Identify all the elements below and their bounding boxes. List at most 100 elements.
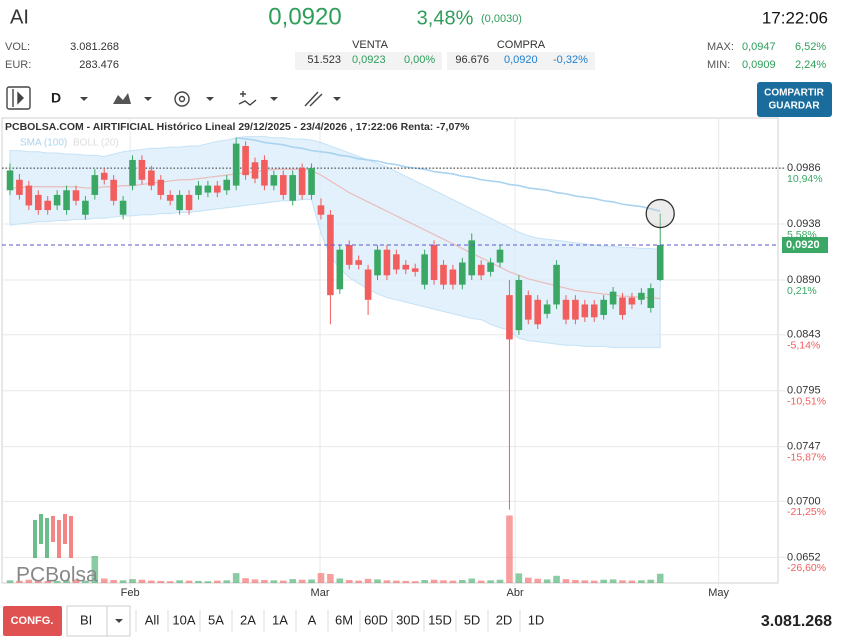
min: 0,0909 <box>742 59 776 71</box>
range-button[interactable]: 30D <box>396 612 420 627</box>
volume-bar <box>214 580 221 583</box>
candle-body <box>421 254 428 285</box>
volume-bar <box>119 580 127 583</box>
volume-bar <box>176 580 183 583</box>
candle-body <box>534 299 542 325</box>
range-button[interactable]: 10A <box>172 612 195 627</box>
button-text[interactable]: GUARDAR <box>768 101 820 112</box>
range-button[interactable]: 1A <box>272 612 288 627</box>
volume-bar <box>6 580 14 583</box>
range-button[interactable]: 6M <box>335 612 353 627</box>
share-save-button[interactable]: COMPARTIR GUARDAR <box>757 82 832 117</box>
chart-type[interactable] <box>113 93 152 104</box>
candle-body <box>411 268 419 272</box>
y-tick-change: 0,21% <box>787 285 817 297</box>
candle-body <box>100 172 108 180</box>
candle-body <box>402 264 410 270</box>
volume-bar <box>270 580 278 583</box>
volume-bar <box>251 579 259 583</box>
candle-body <box>176 194 183 211</box>
candle-body <box>129 159 136 186</box>
buy-volume: 96.676 <box>455 54 489 66</box>
candle-body <box>270 175 278 186</box>
candle-body <box>572 299 579 320</box>
range-button[interactable]: 5A <box>208 612 224 627</box>
candle-body <box>138 159 146 180</box>
config-text[interactable]: CONFG. <box>11 615 54 627</box>
settings[interactable] <box>174 91 214 107</box>
candle-body <box>459 262 466 285</box>
period[interactable]: D <box>51 90 61 106</box>
volume-bar <box>298 579 306 583</box>
highlight-circle <box>645 198 675 229</box>
candle-body <box>119 200 127 215</box>
candle-body <box>214 185 221 193</box>
x-tick-label: May <box>708 587 729 599</box>
range-button[interactable]: All <box>145 612 160 627</box>
y-tick-label: 0.0795 <box>787 385 821 397</box>
candle-body <box>336 249 344 290</box>
range-button[interactable]: 60D <box>364 612 388 627</box>
range-button[interactable]: 1D <box>528 612 545 627</box>
range-button[interactable]: 15D <box>428 612 452 627</box>
volume-bar <box>524 577 532 583</box>
candle-body <box>345 245 353 265</box>
volume-bar <box>242 578 249 583</box>
volume-bar <box>553 575 560 583</box>
y-tick-label: 0.0843 <box>787 329 821 341</box>
candle-body <box>204 185 212 193</box>
range-button[interactable]: 2D <box>496 612 513 627</box>
range-button[interactable]: 2A <box>240 612 256 627</box>
volume-bar <box>430 579 438 583</box>
volume-bar <box>609 579 617 583</box>
volume-bar <box>53 580 61 583</box>
volume-bar <box>393 580 400 583</box>
config-button[interactable]: CONFG. <box>3 606 62 636</box>
volume-bar <box>411 581 419 583</box>
y-tick-label: 0.0700 <box>787 495 821 507</box>
candle-body <box>148 170 155 186</box>
range-button[interactable]: A <box>308 612 317 627</box>
candle-body <box>63 190 70 211</box>
candle-body <box>590 304 598 318</box>
scale-text[interactable]: BI <box>80 612 92 627</box>
candle-body <box>506 295 513 340</box>
volume-bar <box>289 579 297 583</box>
volume-bar <box>440 580 447 583</box>
volume-bar <box>345 580 353 583</box>
candle-body <box>91 175 99 195</box>
drawing[interactable] <box>304 91 341 107</box>
candle-body <box>251 162 259 179</box>
watermark: PCBolsa <box>16 564 98 587</box>
scale-select[interactable]: BI <box>66 605 131 637</box>
period-dropdown[interactable] <box>80 97 88 101</box>
range-button[interactable]: 5D <box>464 612 481 627</box>
toggle-panel[interactable] <box>6 86 31 110</box>
candle-body <box>364 269 372 300</box>
candle-body <box>393 254 400 270</box>
buy-price: 0,0920 <box>504 54 538 66</box>
y-tick-change: 10,94% <box>787 173 823 185</box>
volume-bar <box>195 580 202 583</box>
button-bg[interactable] <box>757 82 832 117</box>
change: (0,0030) <box>481 13 522 25</box>
range-buttons: All 10A 5A 2A 1A A 6M 60D 30D 15D 5D 2D 1D <box>135 610 545 632</box>
candle-body <box>543 304 551 314</box>
candle-body <box>562 299 570 320</box>
y-tick-label: 0.0938 <box>787 218 821 230</box>
candle-body <box>261 159 268 186</box>
volume-bar <box>364 578 372 583</box>
indicators[interactable] <box>238 91 278 106</box>
volume-bar <box>619 580 626 583</box>
candle-body <box>232 143 240 186</box>
candle-body <box>53 194 61 206</box>
x-tick-label: Mar <box>311 587 330 599</box>
volume-bar <box>543 579 551 583</box>
candle-body <box>600 299 607 315</box>
candle-body <box>72 190 80 201</box>
volume-bar <box>72 579 80 583</box>
button-text[interactable]: COMPARTIR <box>764 88 825 99</box>
